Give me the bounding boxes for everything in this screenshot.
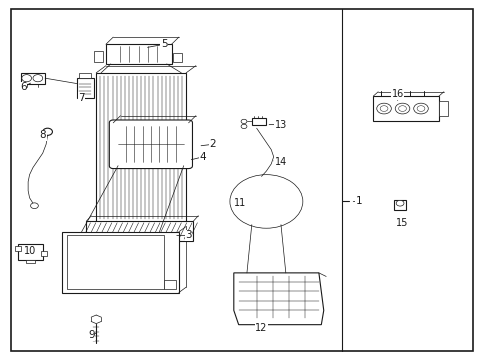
Bar — [86, 221, 193, 241]
Circle shape — [413, 103, 427, 114]
Bar — [438, 102, 447, 116]
Text: 14: 14 — [274, 157, 286, 167]
Text: 7: 7 — [78, 93, 85, 103]
Text: 2: 2 — [209, 139, 216, 149]
Bar — [77, 78, 94, 98]
Circle shape — [376, 103, 390, 114]
Bar — [21, 73, 45, 84]
Bar — [94, 51, 103, 62]
Bar — [19, 244, 42, 260]
Text: 3: 3 — [185, 230, 191, 240]
Circle shape — [30, 203, 38, 208]
Text: 16: 16 — [391, 89, 403, 99]
Text: 8: 8 — [40, 130, 46, 140]
Text: 5: 5 — [161, 39, 167, 49]
Bar — [96, 73, 186, 223]
Bar — [41, 251, 47, 256]
Circle shape — [398, 106, 406, 111]
Bar — [15, 246, 21, 251]
Bar — [164, 280, 176, 289]
Text: 12: 12 — [255, 323, 267, 333]
Text: 4: 4 — [200, 152, 206, 162]
Circle shape — [416, 106, 424, 111]
Circle shape — [395, 201, 403, 206]
Bar — [393, 200, 406, 210]
Circle shape — [241, 119, 246, 123]
Circle shape — [254, 193, 278, 210]
Circle shape — [42, 128, 52, 135]
Circle shape — [234, 178, 297, 225]
Bar — [172, 53, 182, 62]
Text: 6: 6 — [20, 82, 26, 92]
Text: 15: 15 — [396, 218, 408, 228]
Polygon shape — [233, 273, 323, 325]
Circle shape — [229, 175, 302, 228]
Text: 10: 10 — [24, 247, 37, 256]
Bar — [106, 44, 171, 64]
Bar — [26, 260, 35, 263]
Bar — [251, 118, 266, 125]
FancyBboxPatch shape — [109, 120, 192, 168]
Text: 13: 13 — [274, 120, 286, 130]
Circle shape — [379, 106, 387, 111]
Bar — [67, 235, 164, 289]
Bar — [372, 96, 438, 121]
Circle shape — [394, 103, 409, 114]
Text: 9: 9 — [88, 330, 95, 341]
Circle shape — [22, 75, 31, 82]
Text: 11: 11 — [233, 198, 245, 208]
Bar — [79, 73, 91, 78]
Circle shape — [241, 124, 246, 129]
Bar — [62, 232, 179, 293]
Text: 1: 1 — [355, 197, 361, 206]
Circle shape — [33, 75, 42, 82]
